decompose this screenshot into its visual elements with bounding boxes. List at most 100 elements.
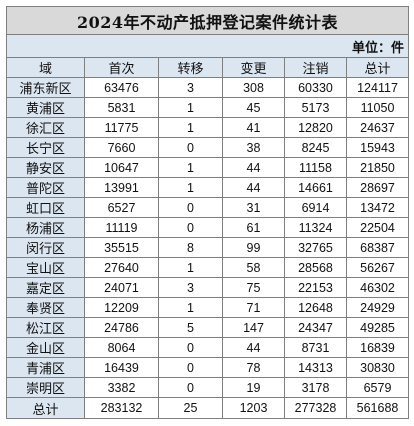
table-row: 青浦区 16439 0 78 14313 30830 (6, 357, 410, 378)
transfer-cell: 3 (158, 77, 223, 98)
table-row: 闵行区 35515 8 99 32765 68387 (6, 237, 410, 258)
change-cell: 71 (222, 297, 285, 318)
transfer-cell: 0 (158, 357, 223, 378)
transfer-cell: 0 (158, 137, 223, 158)
total-change-cell: 1203 (222, 397, 285, 419)
region-cell: 崇明区 (6, 377, 85, 398)
first-cell: 16439 (84, 357, 159, 378)
change-cell: 38 (222, 137, 285, 158)
region-cell: 松江区 (6, 317, 85, 338)
change-cell: 308 (222, 77, 285, 98)
cancel-cell: 14313 (284, 357, 347, 378)
region-cell: 静安区 (6, 157, 85, 178)
first-cell: 12209 (84, 297, 159, 318)
first-cell: 27640 (84, 257, 159, 278)
cancel-cell: 3178 (284, 377, 347, 398)
transfer-cell: 0 (158, 377, 223, 398)
transfer-cell: 1 (158, 157, 223, 178)
first-cell: 35515 (84, 237, 159, 258)
first-cell: 11775 (84, 117, 159, 138)
total-cell: 13472 (345, 197, 410, 218)
region-cell: 宝山区 (6, 257, 85, 278)
unit-label: 单位：件 (5, 34, 410, 58)
table-row: 金山区 8064 0 44 8731 16839 (6, 337, 410, 358)
cancel-cell: 32765 (284, 237, 347, 258)
total-total-cell: 561688 (345, 397, 410, 419)
region-cell: 奉贤区 (6, 297, 85, 318)
transfer-cell: 1 (158, 97, 223, 118)
table-row: 黄浦区 5831 1 45 5173 11050 (6, 97, 410, 118)
table-row: 徐汇区 11775 1 41 12820 24637 (6, 117, 410, 138)
cancel-cell: 60330 (284, 77, 347, 98)
table-row: 杨浦区 11119 0 61 11324 22504 (6, 217, 410, 238)
first-cell: 7660 (84, 137, 159, 158)
region-cell: 长宁区 (6, 137, 85, 158)
region-cell: 浦东新区 (6, 77, 85, 98)
first-cell: 6527 (84, 197, 159, 218)
header-region: 域 (6, 57, 85, 78)
header-first: 首次 (84, 57, 159, 78)
transfer-cell: 3 (158, 277, 223, 298)
total-cell: 15943 (345, 137, 410, 158)
transfer-cell: 0 (158, 217, 223, 238)
table-row: 静安区 10647 1 44 11158 21850 (6, 157, 410, 178)
header-total: 总计 (345, 57, 410, 78)
region-cell: 金山区 (6, 337, 85, 358)
transfer-cell: 8 (158, 237, 223, 258)
first-cell: 63476 (84, 77, 159, 98)
cancel-cell: 22153 (284, 277, 347, 298)
header-cancel: 注销 (284, 57, 347, 78)
change-cell: 75 (222, 277, 285, 298)
first-cell: 24071 (84, 277, 159, 298)
total-row: 总计 283132 25 1203 277328 561688 (6, 397, 410, 419)
total-cell: 68387 (345, 237, 410, 258)
change-cell: 31 (222, 197, 285, 218)
change-cell: 78 (222, 357, 285, 378)
region-cell: 虹口区 (6, 197, 85, 218)
change-cell: 58 (222, 257, 285, 278)
table-row: 松江区 24786 5 147 24347 49285 (6, 317, 410, 338)
region-cell: 徐汇区 (6, 117, 85, 138)
total-cell: 46302 (345, 277, 410, 298)
transfer-cell: 0 (158, 337, 223, 358)
statistics-table: 2024年不动产抵押登记案件统计表 单位：件 域 首次 转移 变更 注销 总计 … (5, 6, 410, 419)
cancel-cell: 11158 (284, 157, 347, 178)
table-row: 长宁区 7660 0 38 8245 15943 (6, 137, 410, 158)
first-cell: 8064 (84, 337, 159, 358)
cancel-cell: 12648 (284, 297, 347, 318)
change-cell: 61 (222, 217, 285, 238)
total-cell: 30830 (345, 357, 410, 378)
cancel-cell: 6914 (284, 197, 347, 218)
total-cell: 28697 (345, 177, 410, 198)
cancel-cell: 8731 (284, 337, 347, 358)
transfer-cell: 1 (158, 177, 223, 198)
table-row: 浦东新区 63476 3 308 60330 124117 (6, 77, 410, 98)
first-cell: 10647 (84, 157, 159, 178)
header-row: 域 首次 转移 变更 注销 总计 (6, 57, 410, 78)
total-first-cell: 283132 (84, 397, 159, 419)
region-cell: 青浦区 (6, 357, 85, 378)
change-cell: 44 (222, 177, 285, 198)
change-cell: 44 (222, 157, 285, 178)
cancel-cell: 11324 (284, 217, 347, 238)
total-cell: 124117 (345, 77, 410, 98)
total-cell: 49285 (345, 317, 410, 338)
table-row: 奉贤区 12209 1 71 12648 24929 (6, 297, 410, 318)
transfer-cell: 5 (158, 317, 223, 338)
first-cell: 3382 (84, 377, 159, 398)
table-row: 崇明区 3382 0 19 3178 6579 (6, 377, 410, 398)
change-cell: 45 (222, 97, 285, 118)
table-row: 虹口区 6527 0 31 6914 13472 (6, 197, 410, 218)
header-transfer: 转移 (158, 57, 223, 78)
total-cell: 24929 (345, 297, 410, 318)
change-cell: 44 (222, 337, 285, 358)
cancel-cell: 14661 (284, 177, 347, 198)
region-cell: 黄浦区 (6, 97, 85, 118)
transfer-cell: 1 (158, 117, 223, 138)
total-cell: 56267 (345, 257, 410, 278)
total-cell: 22504 (345, 217, 410, 238)
transfer-cell: 0 (158, 197, 223, 218)
first-cell: 5831 (84, 97, 159, 118)
total-region-cell: 总计 (6, 397, 85, 419)
region-cell: 嘉定区 (6, 277, 85, 298)
